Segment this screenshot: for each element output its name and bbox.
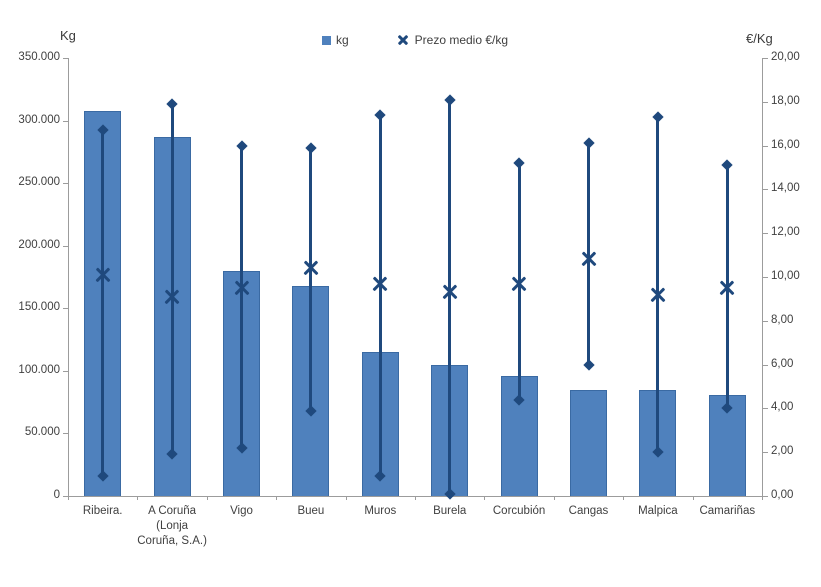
legend-item-kg: kg bbox=[321, 33, 349, 47]
category-label: Cangas bbox=[568, 505, 609, 517]
right-axis-tick bbox=[762, 452, 768, 454]
category-axis-tick bbox=[415, 496, 416, 500]
right-axis-tick bbox=[762, 101, 768, 103]
category-axis-tick bbox=[68, 496, 69, 500]
price-x-marker bbox=[579, 249, 599, 269]
range-max-diamond-icon bbox=[374, 109, 386, 121]
price-x-marker bbox=[232, 278, 252, 298]
category-axis-tick bbox=[276, 496, 278, 500]
range-max-diamond-icon bbox=[166, 98, 178, 110]
category-axis-tick bbox=[206, 496, 208, 500]
right-axis-tick bbox=[762, 277, 768, 278]
category-label: Ribeira. bbox=[82, 505, 123, 517]
right-axis-tick-label: 10,00 bbox=[771, 270, 800, 282]
kg-bar bbox=[570, 389, 607, 496]
left-axis-tick-label: 350.000 bbox=[18, 51, 60, 63]
right-axis-tick-label: 18,00 bbox=[771, 94, 800, 107]
kg-series-swatch-icon bbox=[321, 35, 331, 45]
left-axis-tick bbox=[63, 183, 69, 185]
left-axis-tick-label: 250.000 bbox=[18, 176, 60, 189]
price-series-x-icon bbox=[397, 34, 410, 47]
legend-price-label: Prezo medio €/kg bbox=[414, 33, 509, 47]
category-axis-tick bbox=[692, 496, 694, 500]
right-axis-tick-label: 6,00 bbox=[771, 357, 794, 370]
price-range-line bbox=[240, 145, 243, 448]
range-min-diamond-icon bbox=[582, 358, 595, 371]
category-axis-tick bbox=[137, 496, 139, 500]
range-max-diamond-icon bbox=[513, 157, 525, 169]
price-x-marker bbox=[370, 274, 390, 294]
left-axis-tick-label: 200.000 bbox=[18, 238, 60, 251]
price-x-marker bbox=[717, 278, 737, 298]
category-label: Vigo bbox=[230, 505, 253, 517]
left-axis-tick-label: 150.000 bbox=[18, 301, 60, 314]
price-x-marker bbox=[301, 258, 321, 278]
legend-kg-label: kg bbox=[335, 33, 349, 47]
left-axis-tick bbox=[63, 433, 69, 435]
price-x-marker bbox=[440, 282, 460, 302]
left-axis-tick-label: 50.000 bbox=[24, 426, 60, 439]
category-axis-tick bbox=[623, 496, 625, 500]
left-axis-tick bbox=[63, 245, 69, 247]
category-label: Burela bbox=[433, 505, 467, 517]
range-max-diamond-icon bbox=[582, 137, 595, 150]
right-axis-tick bbox=[762, 408, 768, 410]
left-axis-tick-label: 300.000 bbox=[18, 113, 60, 126]
legend: kg Prezo medio €/kg bbox=[68, 33, 762, 47]
right-axis-tick bbox=[762, 320, 768, 322]
range-max-diamond-icon bbox=[235, 139, 248, 152]
right-axis-tick bbox=[762, 496, 768, 497]
right-axis-tick-label: 12,00 bbox=[771, 226, 800, 239]
right-axis-tick bbox=[762, 58, 768, 59]
right-axis-tick-label: 0,00 bbox=[771, 489, 794, 501]
price-range-line bbox=[101, 130, 105, 477]
range-max-diamond-icon bbox=[652, 111, 664, 123]
right-axis-title: €/Kg bbox=[746, 31, 773, 46]
left-axis-tick bbox=[63, 496, 69, 497]
right-axis-tick-label: 20,00 bbox=[771, 51, 800, 63]
left-axis-tick bbox=[63, 58, 69, 59]
price-range-line bbox=[587, 143, 590, 365]
range-max-diamond-icon bbox=[721, 159, 733, 171]
right-axis-tick-label: 16,00 bbox=[771, 138, 800, 151]
left-axis-tick-label: 0 bbox=[53, 489, 60, 501]
price-x-marker bbox=[648, 285, 668, 305]
category-label: Camariñas bbox=[699, 505, 756, 517]
right-axis-tick bbox=[762, 189, 768, 191]
price-x-marker bbox=[509, 274, 529, 294]
right-axis-tick-label: 8,00 bbox=[771, 313, 794, 326]
category-label: Muros bbox=[364, 505, 397, 517]
category-axis-tick bbox=[553, 496, 555, 500]
price-range-line bbox=[378, 114, 382, 477]
right-axis-tick-label: 4,00 bbox=[771, 401, 794, 414]
category-label: Corcubión bbox=[492, 505, 546, 517]
right-axis-tick bbox=[762, 364, 768, 366]
price-x-marker bbox=[93, 265, 113, 285]
price-range-line bbox=[309, 147, 313, 411]
category-axis-tick bbox=[345, 496, 347, 500]
price-range-line bbox=[448, 99, 452, 494]
left-axis-title: Kg bbox=[60, 28, 76, 43]
category-label: A Coruña (Lonja Coruña, S.A.) bbox=[137, 505, 207, 547]
range-max-diamond-icon bbox=[305, 142, 317, 154]
left-axis-tick bbox=[63, 308, 69, 310]
price-range-line bbox=[656, 117, 660, 453]
range-max-diamond-icon bbox=[444, 93, 456, 106]
right-axis-tick bbox=[762, 233, 768, 235]
price-x-marker bbox=[162, 287, 182, 307]
left-axis-tick bbox=[63, 120, 69, 122]
right-axis-tick-label: 14,00 bbox=[771, 182, 800, 195]
category-label: Bueu bbox=[297, 505, 325, 517]
left-axis-tick bbox=[63, 370, 69, 372]
category-axis-tick bbox=[762, 496, 763, 500]
category-axis-tick bbox=[484, 496, 486, 500]
left-axis-line bbox=[68, 58, 69, 496]
legend-item-price: Prezo medio €/kg bbox=[397, 33, 508, 47]
right-axis-tick-label: 2,00 bbox=[771, 445, 794, 458]
price-range-line bbox=[170, 103, 174, 455]
left-axis-tick-label: 100.000 bbox=[18, 363, 60, 376]
right-axis-tick bbox=[762, 145, 768, 147]
category-label: Malpica bbox=[638, 505, 678, 517]
